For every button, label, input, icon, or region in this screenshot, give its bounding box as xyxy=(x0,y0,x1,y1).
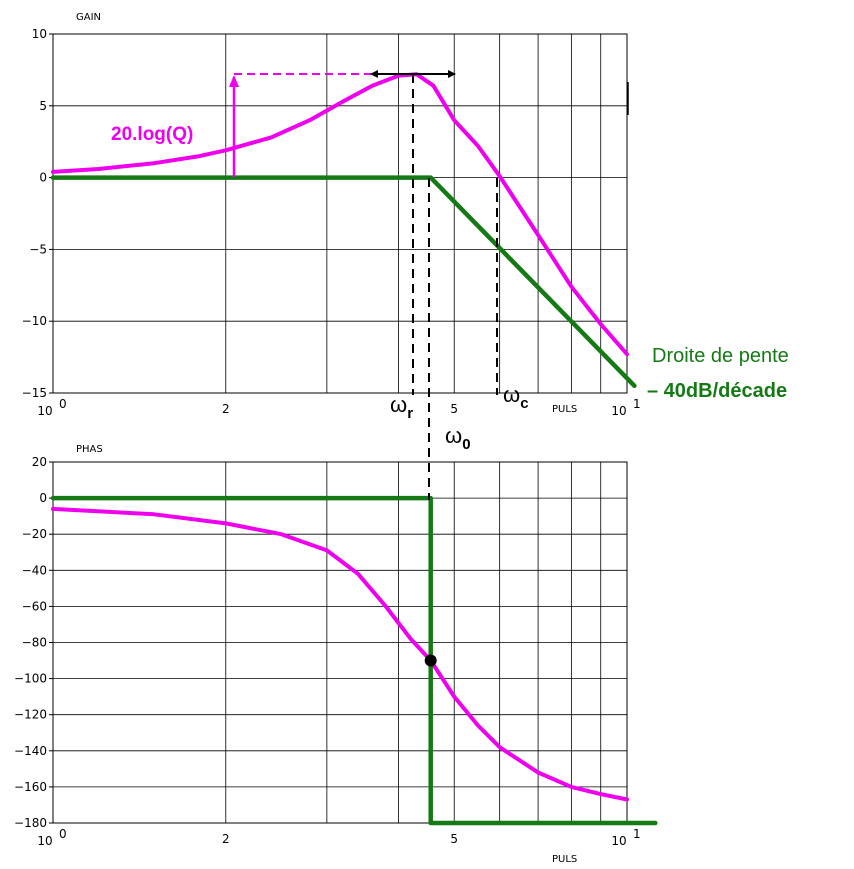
q-label: 20.log(Q) xyxy=(111,124,193,145)
phase-series xyxy=(50,495,658,826)
plot-frame xyxy=(52,33,628,394)
slope-label-line2: – 40dB/décade xyxy=(647,380,787,402)
y-tick-label: −100 xyxy=(14,672,47,686)
omega-c-label: ωc xyxy=(503,382,529,412)
phase-point-marker xyxy=(424,654,437,667)
y-tick-label: 0 xyxy=(39,171,47,185)
y-tick-label: −140 xyxy=(14,744,47,758)
series-phase_asymptote xyxy=(50,495,658,826)
y-tick-label: −20 xyxy=(22,527,47,541)
x-tick-label: 2 xyxy=(222,402,230,416)
x-tick-exponent: 1 xyxy=(633,397,641,411)
annotations: 20.log(Q) ωr ω0 ωc Droite de pente – 40d… xyxy=(111,70,789,500)
gain-x-ticks: 10 0 2 5 10 1 xyxy=(37,397,640,418)
phase-x-axis-label: PULS xyxy=(552,854,577,865)
gain-series xyxy=(50,72,637,389)
phase-grid xyxy=(52,461,628,824)
phase-y-ticks: 20 0 −20 −40 −60 −80 −100 −120 −140 −160 −180 xyxy=(14,455,53,830)
x-tick-exponent: 1 xyxy=(633,827,641,841)
y-tick-label: −60 xyxy=(22,599,47,613)
x-tick-label: 10 xyxy=(611,404,626,418)
phase-plot: PHAS 200−20−40−60−80−100−120−140−160−180… xyxy=(14,444,658,865)
y-tick-label: −10 xyxy=(22,314,47,328)
gain-axis-title: GAIN xyxy=(76,12,101,23)
y-tick-label: −160 xyxy=(14,780,47,794)
x-tick-label: 10 xyxy=(611,834,626,848)
series-asymptote xyxy=(50,175,637,389)
series-gain_curve xyxy=(51,72,629,357)
x-tick-label: 10 xyxy=(37,834,52,848)
x-tick-label: 2 xyxy=(222,832,230,846)
y-tick-label: −5 xyxy=(29,242,47,256)
y-tick-label: −120 xyxy=(14,708,47,722)
y-tick-label: −80 xyxy=(22,636,47,650)
slope-label-line1: Droite de pente xyxy=(652,345,789,367)
y-tick-label: 10 xyxy=(32,27,47,41)
omega-0-label: ω0 xyxy=(445,423,471,453)
y-tick-label: −15 xyxy=(22,386,47,400)
phase-x-ticks: 10 0 2 5 10 1 xyxy=(37,827,640,848)
x-tick-label: 10 xyxy=(37,404,52,418)
series-phase_curve xyxy=(51,506,629,802)
phase-axis-title: PHAS xyxy=(76,444,103,455)
y-tick-label: −180 xyxy=(14,816,47,830)
y-tick-label: 5 xyxy=(39,99,47,113)
x-tick-label: 5 xyxy=(450,832,458,846)
gain-x-axis-label: PULS xyxy=(552,404,577,415)
x-tick-exponent: 0 xyxy=(59,397,67,411)
x-tick-label: 5 xyxy=(450,402,458,416)
y-tick-label: 20 xyxy=(32,455,47,469)
gain-y-ticks: 10 5 0 −5 −10 −15 xyxy=(22,27,53,400)
y-tick-label: 0 xyxy=(39,491,47,505)
x-tick-exponent: 0 xyxy=(59,827,67,841)
omega-r-label: ωr xyxy=(390,392,413,422)
y-tick-label: −40 xyxy=(22,563,47,577)
gain-grid xyxy=(52,33,628,394)
gain-plot: GAIN 10 5 0 −5 −10 −15 10 0 2 5 10 1 PULS xyxy=(22,12,641,418)
